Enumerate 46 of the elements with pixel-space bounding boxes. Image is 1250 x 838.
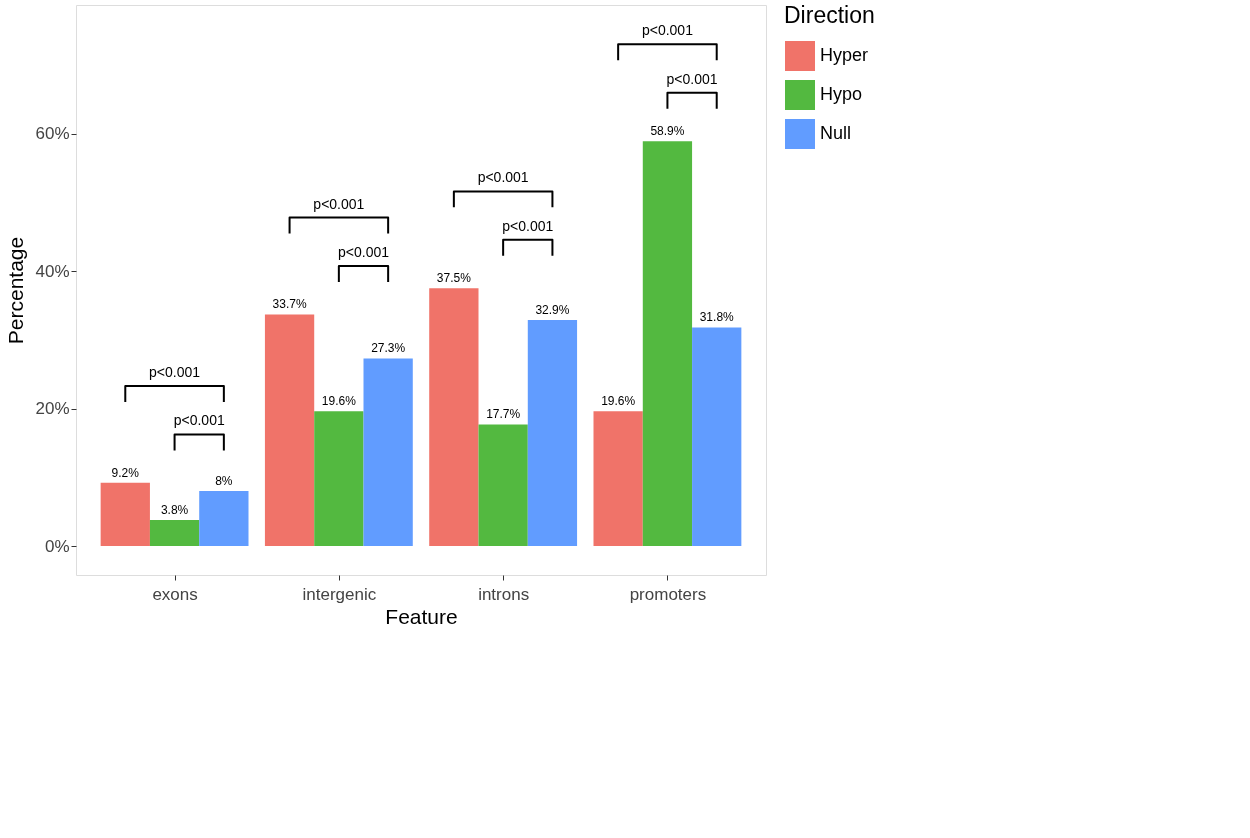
annotation: p<0.001 [477, 169, 529, 186]
data-label: 19.6% [601, 394, 636, 409]
annotation: p<0.001 [338, 243, 390, 260]
bar [149, 519, 200, 547]
annotation: p<0.001 [173, 412, 225, 429]
annotation: p<0.001 [313, 195, 365, 212]
annotation: p<0.001 [666, 70, 718, 87]
data-label: 33.7% [272, 297, 307, 312]
bar [642, 141, 693, 547]
bar [593, 411, 643, 547]
x-tick-label: introns [478, 584, 530, 604]
annotation: p<0.001 [149, 363, 201, 380]
bar [429, 288, 479, 547]
data-label: 27.3% [371, 341, 406, 356]
data-label: 17.7% [486, 407, 521, 422]
x-tick-label: promoters [629, 584, 707, 604]
bar [363, 358, 413, 547]
bar [100, 482, 150, 547]
data-label: 32.9% [535, 302, 570, 317]
legend-title: Direction [784, 2, 875, 28]
data-label: 3.8% [160, 502, 189, 517]
bar [527, 319, 578, 547]
data-label: 37.5% [436, 271, 472, 286]
data-label: 19.6% [321, 394, 357, 409]
bar [692, 327, 742, 547]
annotation: p<0.001 [502, 217, 554, 234]
annotation: p<0.001 [641, 22, 694, 39]
bar [314, 411, 364, 547]
legend-label: Hyper [820, 45, 869, 65]
y-tick-label: 20% [35, 399, 70, 419]
legend-label: Null [820, 123, 852, 143]
x-tick-label: exons [152, 584, 198, 604]
bar [478, 424, 528, 547]
x-axis-title: Feature [385, 604, 458, 628]
data-label: 31.8% [699, 310, 735, 325]
y-tick-label: 60% [35, 124, 70, 144]
y-tick-label: 40% [35, 261, 70, 281]
data-label: 9.2% [111, 465, 140, 480]
data-label: 58.9% [650, 124, 685, 139]
y-tick-label: 0% [44, 536, 70, 556]
y-axis-title: Percentage [4, 236, 28, 345]
bar [264, 314, 315, 547]
legend-label: Hypo [820, 84, 863, 104]
x-tick-label: intergenic [302, 584, 377, 604]
bar [199, 491, 249, 547]
data-label: 8% [215, 474, 233, 489]
